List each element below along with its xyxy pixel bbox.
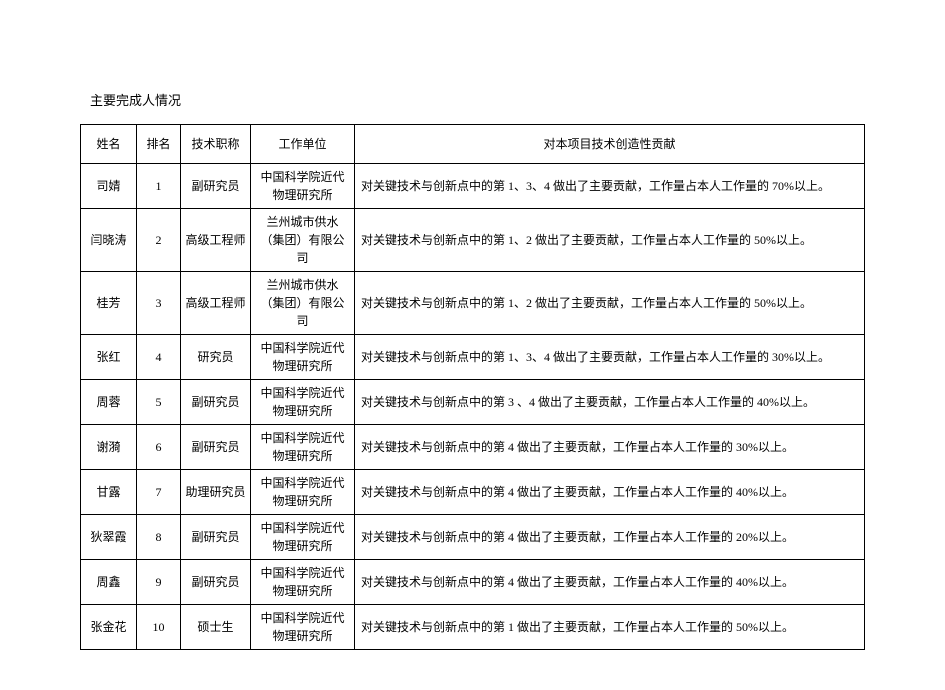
col-header-contrib: 对本项目技术创造性贡献 [355, 125, 865, 164]
table-row: 狄翠霞 8 副研究员 中国科学院近代物理研究所 对关键技术与创新点中的第 4 做… [81, 515, 865, 560]
cell-rank: 7 [137, 470, 181, 515]
cell-contrib: 对关键技术与创新点中的第 1 做出了主要贡献，工作量占本人工作量的 50%以上。 [355, 605, 865, 650]
cell-name: 张红 [81, 335, 137, 380]
col-header-unit: 工作单位 [251, 125, 355, 164]
cell-rank: 3 [137, 272, 181, 335]
table-body: 司婧 1 副研究员 中国科学院近代物理研究所 对关键技术与创新点中的第 1、3、… [81, 164, 865, 650]
cell-unit: 中国科学院近代物理研究所 [251, 164, 355, 209]
cell-title: 副研究员 [181, 380, 251, 425]
cell-contrib: 对关键技术与创新点中的第 4 做出了主要贡献，工作量占本人工作量的 20%以上。 [355, 515, 865, 560]
cell-rank: 4 [137, 335, 181, 380]
cell-unit: 中国科学院近代物理研究所 [251, 380, 355, 425]
table-row: 周鑫 9 副研究员 中国科学院近代物理研究所 对关键技术与创新点中的第 4 做出… [81, 560, 865, 605]
cell-unit: 兰州城市供水（集团）有限公司 [251, 209, 355, 272]
cell-name: 闫晓涛 [81, 209, 137, 272]
cell-title: 副研究员 [181, 560, 251, 605]
cell-title: 副研究员 [181, 515, 251, 560]
table-header-row: 姓名 排名 技术职称 工作单位 对本项目技术创造性贡献 [81, 125, 865, 164]
cell-contrib: 对关键技术与创新点中的第 4 做出了主要贡献，工作量占本人工作量的 40%以上。 [355, 560, 865, 605]
cell-rank: 6 [137, 425, 181, 470]
table-row: 司婧 1 副研究员 中国科学院近代物理研究所 对关键技术与创新点中的第 1、3、… [81, 164, 865, 209]
cell-contrib: 对关键技术与创新点中的第 1、3、4 做出了主要贡献，工作量占本人工作量的 30… [355, 335, 865, 380]
cell-unit: 中国科学院近代物理研究所 [251, 515, 355, 560]
cell-rank: 2 [137, 209, 181, 272]
cell-contrib: 对关键技术与创新点中的第 4 做出了主要贡献，工作量占本人工作量的 30%以上。 [355, 425, 865, 470]
cell-name: 甘露 [81, 470, 137, 515]
cell-title: 研究员 [181, 335, 251, 380]
cell-rank: 8 [137, 515, 181, 560]
table-row: 张红 4 研究员 中国科学院近代物理研究所 对关键技术与创新点中的第 1、3、4… [81, 335, 865, 380]
col-header-name: 姓名 [81, 125, 137, 164]
cell-rank: 1 [137, 164, 181, 209]
cell-title: 高级工程师 [181, 272, 251, 335]
cell-name: 张金花 [81, 605, 137, 650]
table-row: 桂芳 3 高级工程师 兰州城市供水（集团）有限公司 对关键技术与创新点中的第 1… [81, 272, 865, 335]
cell-name: 桂芳 [81, 272, 137, 335]
table-row: 闫晓涛 2 高级工程师 兰州城市供水（集团）有限公司 对关键技术与创新点中的第 … [81, 209, 865, 272]
cell-title: 副研究员 [181, 164, 251, 209]
contributors-table: 姓名 排名 技术职称 工作单位 对本项目技术创造性贡献 司婧 1 副研究员 中国… [80, 124, 865, 650]
cell-contrib: 对关键技术与创新点中的第 1、2 做出了主要贡献，工作量占本人工作量的 50%以… [355, 272, 865, 335]
table-row: 谢漪 6 副研究员 中国科学院近代物理研究所 对关键技术与创新点中的第 4 做出… [81, 425, 865, 470]
cell-name: 狄翠霞 [81, 515, 137, 560]
cell-title: 高级工程师 [181, 209, 251, 272]
page-title: 主要完成人情况 [90, 90, 865, 109]
cell-name: 司婧 [81, 164, 137, 209]
table-row: 甘露 7 助理研究员 中国科学院近代物理研究所 对关键技术与创新点中的第 4 做… [81, 470, 865, 515]
cell-unit: 中国科学院近代物理研究所 [251, 605, 355, 650]
cell-unit: 中国科学院近代物理研究所 [251, 425, 355, 470]
cell-name: 谢漪 [81, 425, 137, 470]
cell-title: 助理研究员 [181, 470, 251, 515]
cell-unit: 中国科学院近代物理研究所 [251, 335, 355, 380]
cell-name: 周鑫 [81, 560, 137, 605]
cell-rank: 10 [137, 605, 181, 650]
cell-unit: 中国科学院近代物理研究所 [251, 560, 355, 605]
cell-rank: 9 [137, 560, 181, 605]
table-row: 张金花 10 硕士生 中国科学院近代物理研究所 对关键技术与创新点中的第 1 做… [81, 605, 865, 650]
cell-contrib: 对关键技术与创新点中的第 1、3、4 做出了主要贡献，工作量占本人工作量的 70… [355, 164, 865, 209]
cell-name: 周蓉 [81, 380, 137, 425]
cell-contrib: 对关键技术与创新点中的第 3 、4 做出了主要贡献，工作量占本人工作量的 40%… [355, 380, 865, 425]
cell-rank: 5 [137, 380, 181, 425]
cell-contrib: 对关键技术与创新点中的第 1、2 做出了主要贡献，工作量占本人工作量的 50%以… [355, 209, 865, 272]
cell-title: 硕士生 [181, 605, 251, 650]
col-header-rank: 排名 [137, 125, 181, 164]
cell-unit: 中国科学院近代物理研究所 [251, 470, 355, 515]
table-row: 周蓉 5 副研究员 中国科学院近代物理研究所 对关键技术与创新点中的第 3 、4… [81, 380, 865, 425]
col-header-title: 技术职称 [181, 125, 251, 164]
cell-unit: 兰州城市供水（集团）有限公司 [251, 272, 355, 335]
cell-title: 副研究员 [181, 425, 251, 470]
cell-contrib: 对关键技术与创新点中的第 4 做出了主要贡献，工作量占本人工作量的 40%以上。 [355, 470, 865, 515]
